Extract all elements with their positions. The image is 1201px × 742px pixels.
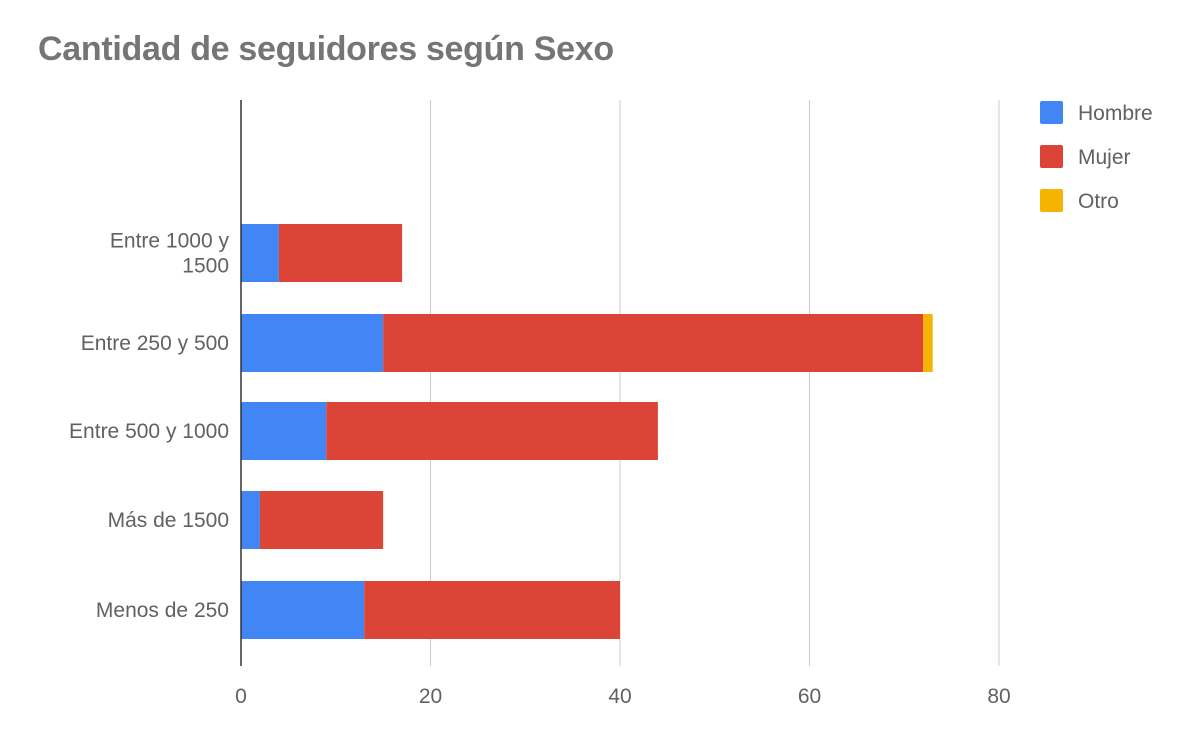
bar-hombre	[241, 402, 327, 460]
bar-mujer	[364, 581, 620, 639]
x-tick-label: 20	[419, 685, 442, 708]
category-label: Menos de 250	[96, 599, 229, 622]
x-tick-label: 40	[608, 685, 631, 708]
x-tick-label: 80	[987, 685, 1010, 708]
category-label: Entre 250 y 500	[81, 332, 229, 355]
bar-hombre	[241, 224, 279, 282]
category-label: Entre 500 y 1000	[69, 420, 229, 443]
bar-otro	[923, 314, 933, 372]
legend-swatch-hombre	[1040, 101, 1063, 124]
x-tick-label: 60	[798, 685, 821, 708]
bar-mujer	[383, 314, 924, 372]
x-tick-label: 0	[235, 685, 247, 708]
legend-swatch-mujer	[1040, 145, 1063, 168]
category-label: 1500	[182, 255, 229, 278]
bar-hombre	[241, 581, 365, 639]
chart-title: Cantidad de seguidores según Sexo	[38, 30, 614, 68]
bar-mujer	[278, 224, 403, 282]
legend-label: Hombre	[1078, 102, 1153, 125]
category-label: Entre 1000 y	[110, 230, 230, 253]
category-label: Más de 1500	[108, 509, 229, 532]
legend-label: Otro	[1078, 190, 1119, 213]
bar-mujer	[326, 402, 658, 460]
legend-swatch-otro	[1040, 189, 1063, 212]
bar-hombre	[241, 314, 384, 372]
bar-mujer	[259, 491, 384, 549]
legend-label: Mujer	[1078, 146, 1131, 169]
bar-hombre	[241, 491, 260, 549]
